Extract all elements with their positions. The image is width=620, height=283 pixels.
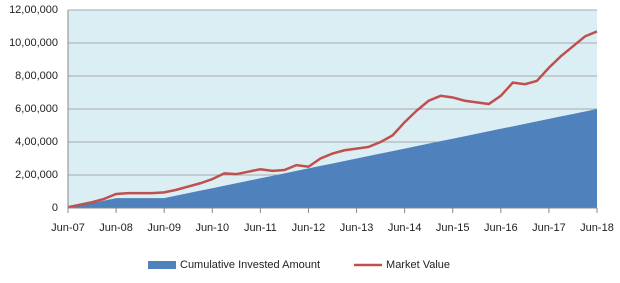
x-tick-label: Jun-17: [532, 222, 566, 234]
area: [68, 109, 597, 208]
x-tick-label: Jun-18: [580, 222, 614, 234]
x-tick-label: Jun-08: [99, 222, 133, 234]
y-tick-label: 12,00,000: [9, 4, 58, 16]
x-tick-label: Jun-11: [244, 222, 277, 234]
line: [67, 30, 598, 209]
x-tick-label: Jun-12: [292, 222, 326, 234]
x-tick-label: Jun-13: [340, 222, 374, 234]
legend-swatch: [148, 261, 176, 269]
y-tick-label: 4,00,000: [15, 136, 58, 148]
y-tick-label: 0: [52, 202, 58, 214]
legend-label: Cumulative Invested Amount: [180, 259, 320, 271]
legend-label: Market Value: [386, 259, 450, 271]
y-tick-label: 10,00,000: [9, 37, 58, 49]
x-tick-label: Jun-16: [484, 222, 518, 234]
x-tick-label: Jun-10: [195, 222, 229, 234]
x-tick-label: Jun-15: [436, 222, 470, 234]
y-tick-label: 6,00,000: [15, 103, 58, 115]
y-tick-label: 8,00,000: [15, 70, 58, 82]
x-tick-label: Jun-07: [51, 222, 85, 234]
y-tick-label: 2,00,000: [15, 169, 58, 181]
x-tick-label: Jun-09: [147, 222, 181, 234]
x-tick-label: Jun-14: [388, 222, 422, 234]
